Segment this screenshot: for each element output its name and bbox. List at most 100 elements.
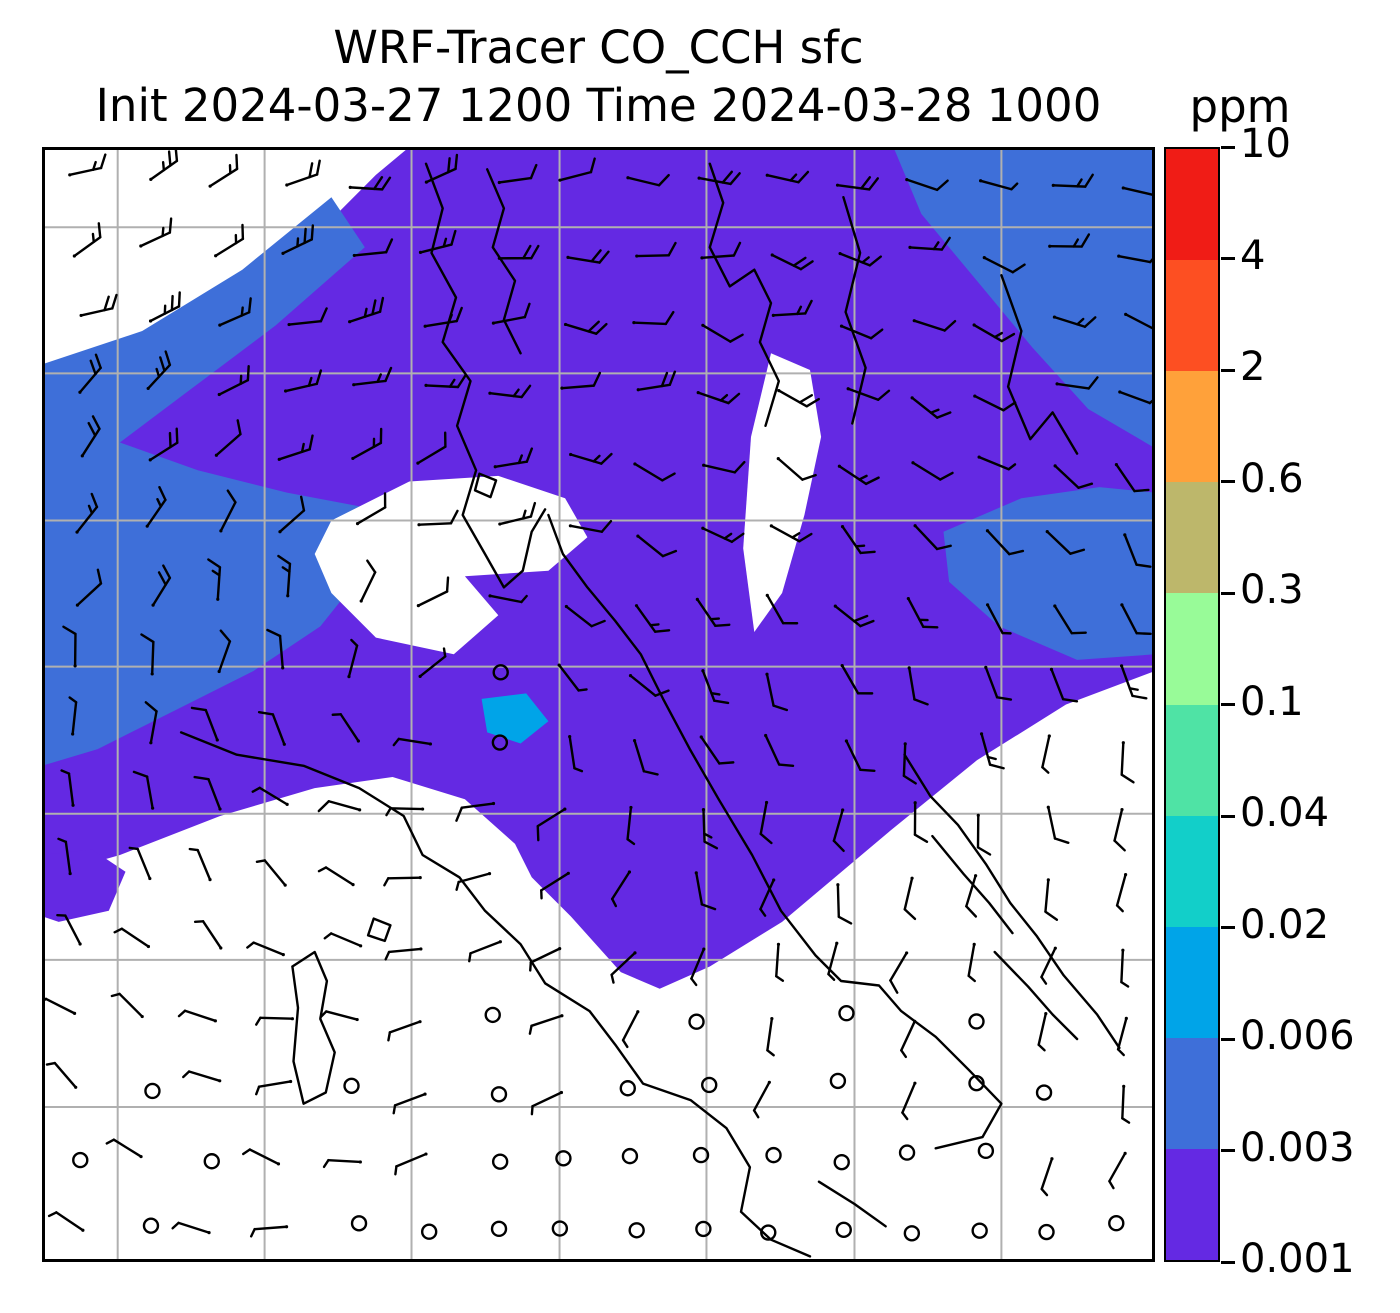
wind-barb <box>113 927 150 948</box>
wind-barb <box>846 387 891 401</box>
station-dot <box>568 524 573 528</box>
colorbar-segment <box>1166 1147 1218 1260</box>
calm-wind-circle <box>977 1142 995 1160</box>
station-dot <box>419 947 423 951</box>
station-dot <box>416 461 420 465</box>
station-dot <box>218 323 222 327</box>
station-dot <box>702 463 706 467</box>
wind-barb <box>1120 948 1130 988</box>
wind-barb <box>1118 390 1155 405</box>
wind-barb <box>57 837 72 875</box>
wind-barb <box>1046 530 1086 555</box>
wind-barb <box>419 229 457 254</box>
wind-barb <box>967 943 976 983</box>
station-dot <box>285 802 289 806</box>
station-dot <box>75 530 79 534</box>
station-dot <box>701 323 705 327</box>
wind-barb <box>79 293 118 317</box>
colorbar-tick <box>1221 1037 1235 1041</box>
wind-barb <box>188 847 212 881</box>
wind-barb <box>140 633 155 676</box>
wind-barb <box>621 1010 640 1049</box>
station-dot <box>213 1019 217 1023</box>
station-dot <box>1044 1012 1048 1016</box>
station-dot <box>418 1020 422 1024</box>
wind-barb <box>144 701 158 745</box>
calm-wind-circle <box>692 1146 710 1164</box>
wind-barb <box>352 366 393 386</box>
wind-barb <box>610 870 631 908</box>
wind-barb <box>149 291 181 323</box>
wind-barb <box>972 323 1016 343</box>
wind-barb <box>60 769 75 807</box>
wind-barb <box>564 320 608 335</box>
station-dot <box>907 666 911 670</box>
wind-barb <box>838 252 883 267</box>
wind-barb <box>902 742 917 785</box>
wind-barb <box>1124 313 1155 331</box>
station-dot <box>702 947 706 951</box>
wind-barb <box>319 1010 359 1021</box>
wind-barb <box>146 485 167 528</box>
coastline <box>842 196 867 425</box>
station-dot <box>905 951 909 955</box>
calm-wind-circle <box>695 1220 712 1238</box>
wind-barb <box>910 396 952 419</box>
contour-region-purple-main <box>42 147 1155 989</box>
wind-barb <box>965 874 978 918</box>
wind-barb <box>536 807 567 842</box>
station-dot <box>636 1010 640 1014</box>
wind-barb <box>278 495 306 533</box>
wind-barb <box>701 527 745 544</box>
wind-barb <box>1120 741 1135 784</box>
wind-barb <box>392 737 432 747</box>
wind-barb <box>498 501 537 526</box>
station-dot <box>632 739 637 743</box>
station-dot <box>764 800 769 805</box>
colorbar-tick-label: 0.04 <box>1240 790 1330 836</box>
wind-barb <box>980 732 1005 770</box>
station-dot <box>139 244 143 248</box>
wind-barb <box>832 808 845 853</box>
station-dot <box>218 807 222 811</box>
wind-barb <box>218 365 250 396</box>
colorbar-segment <box>1166 925 1218 1038</box>
coastline <box>473 472 498 499</box>
station-dot <box>208 878 212 882</box>
wind-barb <box>629 674 670 697</box>
wind-barb <box>284 369 323 393</box>
wind-barb <box>764 734 795 767</box>
station-dot <box>281 952 285 957</box>
wind-barb <box>976 814 992 856</box>
wind-barb <box>251 786 289 806</box>
wind-barb <box>177 1009 217 1023</box>
colorbar-tick-label: 0.006 <box>1240 1013 1355 1059</box>
wind-barb <box>635 604 671 633</box>
wind-barb <box>558 157 596 182</box>
wind-barb <box>838 464 880 486</box>
wind-barb <box>47 1211 85 1232</box>
wind-barb <box>1120 603 1152 636</box>
wind-barb <box>560 371 602 390</box>
station-dot <box>1121 948 1125 952</box>
station-dot <box>215 738 219 742</box>
wind-barb <box>255 859 287 887</box>
wind-barb <box>1108 1152 1127 1190</box>
station-dot <box>78 942 82 946</box>
station-dot <box>1053 946 1057 950</box>
calm-wind-circle <box>492 664 509 681</box>
station-dot <box>1050 1157 1054 1161</box>
wind-barb <box>907 597 939 629</box>
calm-wind-circle <box>829 1072 847 1090</box>
wind-barb <box>78 353 102 394</box>
station-dot <box>913 524 917 528</box>
station-dot <box>833 604 837 608</box>
wind-barb <box>836 883 853 925</box>
station-dot <box>351 456 355 461</box>
station-dot <box>488 391 492 395</box>
wind-barb <box>347 638 359 678</box>
station-dot <box>776 457 780 461</box>
wind-barb <box>1122 186 1155 197</box>
colorbar-tick-label: 0.3 <box>1240 567 1304 613</box>
station-dot <box>497 180 501 185</box>
